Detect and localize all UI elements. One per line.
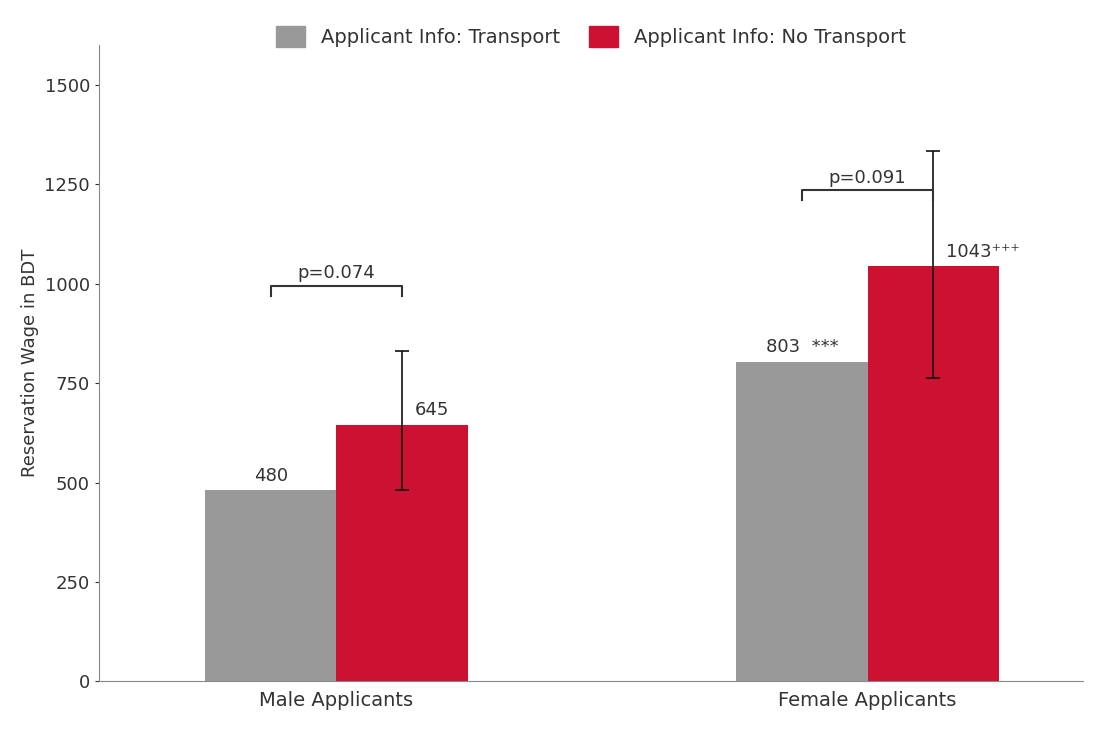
Text: 645: 645 <box>415 401 449 419</box>
Legend: Applicant Info: Transport, Applicant Info: No Transport: Applicant Info: Transport, Applicant Inf… <box>266 16 915 57</box>
Y-axis label: Reservation Wage in BDT: Reservation Wage in BDT <box>21 249 39 477</box>
Text: 803  ***: 803 *** <box>766 338 838 356</box>
Bar <box>736 362 868 681</box>
Text: 1043⁺⁺⁺: 1043⁺⁺⁺ <box>946 243 1019 260</box>
Bar <box>205 491 337 681</box>
Text: p=0.074: p=0.074 <box>298 265 375 282</box>
Bar <box>337 425 468 681</box>
Text: 480: 480 <box>254 466 288 485</box>
Bar <box>868 267 999 681</box>
Text: p=0.091: p=0.091 <box>829 169 906 187</box>
